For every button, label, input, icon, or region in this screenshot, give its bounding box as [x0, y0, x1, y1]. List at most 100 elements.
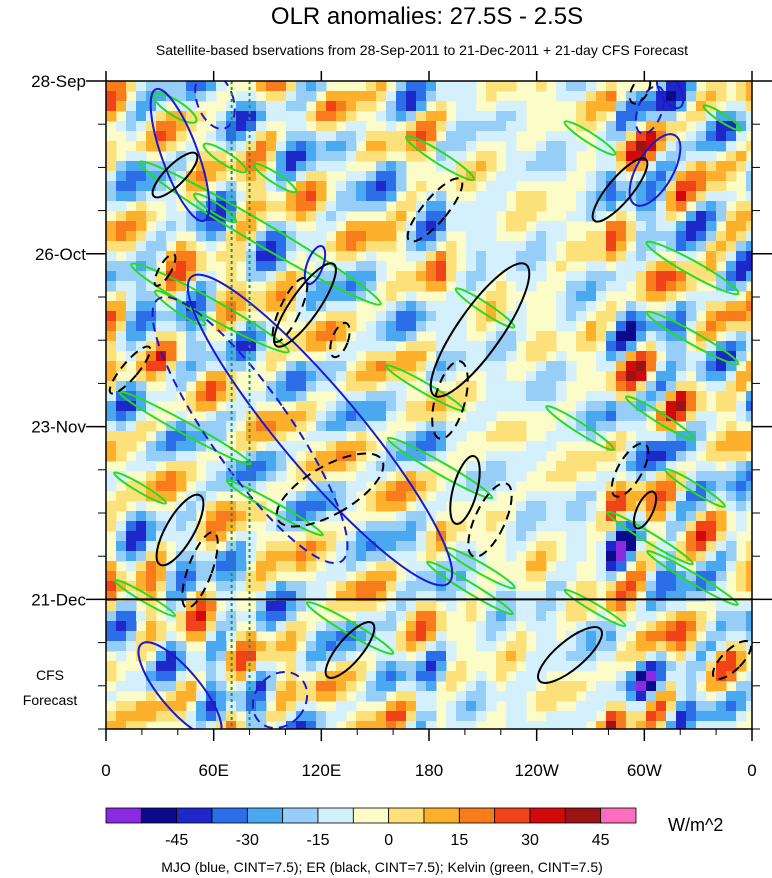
anomaly-cell	[486, 161, 497, 172]
anomaly-cell	[426, 241, 437, 252]
anomaly-cell	[526, 451, 537, 462]
anomaly-cell	[106, 261, 117, 272]
anomaly-cell	[626, 691, 637, 702]
anomaly-cell	[546, 641, 557, 652]
anomaly-cell	[166, 461, 177, 472]
anomaly-cell	[106, 231, 117, 242]
anomaly-cell	[366, 81, 377, 92]
anomaly-cell	[316, 421, 327, 432]
anomaly-cell	[366, 201, 377, 212]
anomaly-cell	[536, 151, 547, 162]
anomaly-cell	[296, 441, 307, 452]
anomaly-cell	[706, 291, 717, 302]
anomaly-cell	[106, 481, 117, 492]
anomaly-cell	[436, 101, 447, 112]
anomaly-cell	[336, 681, 347, 692]
anomaly-cell	[316, 501, 327, 512]
anomaly-cell	[556, 161, 567, 172]
anomaly-cell	[356, 711, 367, 722]
anomaly-cell	[246, 161, 257, 172]
anomaly-cell	[426, 701, 437, 712]
anomaly-cell	[456, 301, 467, 312]
anomaly-cell	[286, 201, 297, 212]
anomaly-cell	[136, 181, 147, 192]
anomaly-cell	[126, 231, 137, 242]
anomaly-cell	[416, 431, 427, 442]
anomaly-cell	[146, 231, 157, 242]
anomaly-cell	[196, 251, 207, 262]
anomaly-cell	[636, 311, 647, 322]
anomaly-cell	[306, 471, 317, 482]
anomaly-cell	[236, 251, 247, 262]
anomaly-cell	[206, 171, 217, 182]
anomaly-cell	[416, 671, 427, 682]
anomaly-cell	[326, 511, 337, 522]
anomaly-cell	[146, 571, 157, 582]
anomaly-cell	[256, 291, 267, 302]
anomaly-cell	[496, 241, 507, 252]
anomaly-cell	[546, 721, 557, 729]
anomaly-cell	[136, 591, 147, 602]
anomaly-cell	[266, 421, 277, 432]
anomaly-cell	[336, 431, 347, 442]
anomaly-cell	[546, 141, 557, 152]
anomaly-cell	[586, 301, 597, 312]
anomaly-cell	[226, 381, 237, 392]
anomaly-cell	[316, 101, 327, 112]
anomaly-cell	[516, 311, 527, 322]
anomaly-cell	[206, 231, 217, 242]
anomaly-cell	[416, 501, 427, 512]
anomaly-cell	[236, 211, 247, 222]
anomaly-cell	[746, 691, 752, 702]
anomaly-cell	[206, 371, 217, 382]
anomaly-cell	[286, 411, 297, 422]
anomaly-cell	[236, 301, 247, 312]
anomaly-cell	[156, 631, 167, 642]
anomaly-cell	[206, 551, 217, 562]
anomaly-cell	[306, 701, 317, 712]
anomaly-cell	[346, 321, 357, 332]
anomaly-cell	[556, 651, 567, 662]
anomaly-cell	[626, 351, 637, 362]
anomaly-cell	[126, 341, 137, 352]
anomaly-cell	[466, 291, 477, 302]
anomaly-cell	[156, 81, 167, 92]
anomaly-cell	[746, 371, 752, 382]
anomaly-cell	[636, 721, 647, 729]
kelvin-contour	[645, 310, 740, 366]
anomaly-cell	[636, 391, 647, 402]
anomaly-cell	[636, 551, 647, 562]
anomaly-cell	[646, 671, 657, 682]
anomaly-cell	[416, 691, 427, 702]
anomaly-cell	[666, 701, 677, 712]
anomaly-cell	[156, 361, 167, 372]
anomaly-cell	[186, 611, 197, 622]
anomaly-cell	[476, 551, 487, 562]
anomaly-cell	[246, 251, 257, 262]
anomaly-cell	[626, 201, 637, 212]
anomaly-cell	[566, 711, 577, 722]
anomaly-cell	[416, 711, 427, 722]
anomaly-cell	[106, 331, 117, 342]
anomaly-cell	[156, 311, 167, 322]
anomaly-cell	[116, 221, 127, 232]
anomaly-cell	[386, 441, 397, 452]
anomaly-cell	[346, 601, 357, 612]
anomaly-cell	[646, 291, 657, 302]
anomaly-cell	[326, 631, 337, 642]
anomaly-cell	[506, 461, 517, 472]
anomaly-cell	[666, 441, 677, 452]
mjo-contour	[634, 85, 666, 135]
anomaly-cell	[666, 681, 677, 692]
anomaly-cell	[556, 601, 567, 612]
anomaly-cell	[346, 681, 357, 692]
anomaly-cell	[586, 321, 597, 332]
anomaly-cell	[636, 461, 647, 472]
anomaly-cell	[426, 591, 437, 602]
anomaly-cell	[176, 131, 187, 142]
anomaly-cell	[736, 631, 747, 642]
anomaly-cell	[286, 291, 297, 302]
anomaly-cell	[676, 591, 687, 602]
anomaly-cell	[576, 581, 587, 592]
anomaly-cell	[696, 531, 707, 542]
